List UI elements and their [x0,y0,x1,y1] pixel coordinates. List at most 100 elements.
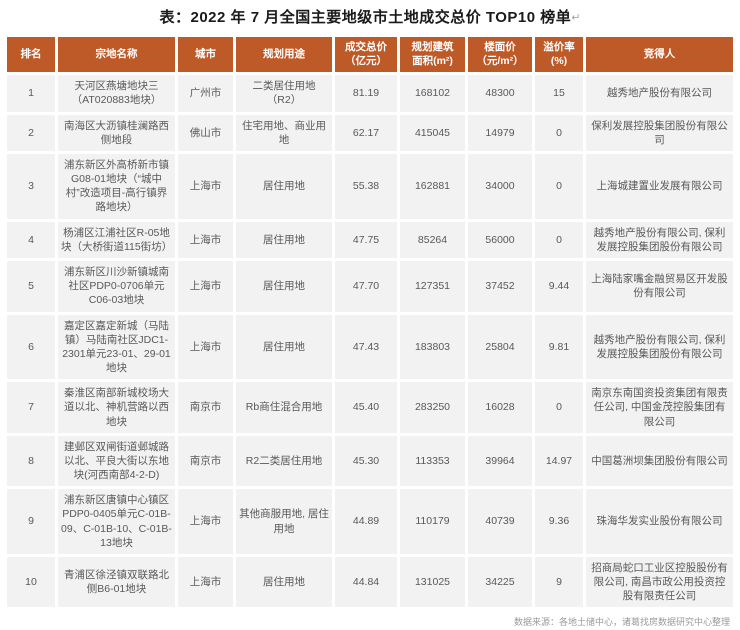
table-row: 4 杨浦区江浦社区R-05地块（大桥街道115街坊） 上海市 居住用地 47.75 852… [7,221,733,258]
table-body: 1 天河区燕塘地块三（AT020883地块） 广州市 二类居住用地（R2） 81.19 1… [7,75,733,608]
cell-rank: 9 [7,489,55,554]
cell-winner: 越秀地产股份有限公司 [586,75,733,112]
cell-premium-rate: 0 [535,114,583,151]
table-row: 2 南海区大沥镇桂澜路西侧地段 佛山市 住宅用地、商业用地 62.17 415045 149… [7,114,733,151]
cell-winner: 越秀地产股份有限公司, 保利发展控股集团股份有限公司 [586,314,733,380]
cell-city: 南京市 [178,382,233,433]
cell-parcel-name: 杨浦区江浦社区R-05地块（大桥街道115街坊） [58,221,175,258]
cell-floor-price: 40739 [468,489,532,554]
column-header-parcel-name: 宗地名称 [58,37,175,73]
cell-floor-price: 34225 [468,556,532,608]
cell-planned-use: 居住用地 [236,556,332,608]
cell-planned-area: 110179 [400,489,465,554]
cell-floor-price: 34000 [468,153,532,219]
cell-planned-use: Rb商住混合用地 [236,382,332,433]
cell-city: 佛山市 [178,114,233,151]
table-row: 6 嘉定区嘉定新城（马陆镇）马陆南社区JDC1-2301单元23-01、29-01… [7,314,733,380]
title-bar: 表：2022 年 7 月全国主要地级市土地成交总价 TOP10 榜单↵ [0,0,740,30]
cell-rank: 6 [7,314,55,380]
cell-city: 上海市 [178,314,233,380]
cell-rank: 10 [7,556,55,608]
cell-floor-price: 56000 [468,221,532,258]
cell-city: 上海市 [178,221,233,258]
cell-floor-price: 14979 [468,114,532,151]
table-row: 9 浦东新区唐镇中心镇区PDP0-0405单元C-01B-09、C-01B-10、… [7,489,733,554]
cell-planned-use: 居住用地 [236,153,332,219]
column-header-rank: 排名 [7,37,55,73]
column-header-planned-use: 规划用途 [236,37,332,73]
cell-rank: 4 [7,221,55,258]
table-row: 5 浦东新区川沙新镇城南社区PDP0-0706单元C06-03地块 上海市 居住用地 4… [7,261,733,312]
cell-city: 上海市 [178,489,233,554]
cell-rank: 1 [7,75,55,112]
cell-premium-rate: 14.97 [535,435,583,487]
cell-planned-use: 二类居住用地（R2） [236,75,332,112]
cell-planned-area: 113353 [400,435,465,487]
cell-planned-area: 127351 [400,261,465,312]
cell-floor-price: 39964 [468,435,532,487]
table-row: 1 天河区燕塘地块三（AT020883地块） 广州市 二类居住用地（R2） 81.19 1… [7,75,733,112]
cell-planned-use: 居住用地 [236,314,332,380]
cell-floor-price: 25804 [468,314,532,380]
cell-total-price: 47.75 [335,221,397,258]
cell-city: 广州市 [178,75,233,112]
cell-winner: 保利发展控股集团股份有限公司 [586,114,733,151]
cell-total-price: 44.89 [335,489,397,554]
column-header-city: 城市 [178,37,233,73]
cell-rank: 8 [7,435,55,487]
cell-premium-rate: 9.36 [535,489,583,554]
data-source-note: 数据来源：各地土储中心，诸葛找房数据研究中心整理 [513,617,730,628]
cell-premium-rate: 0 [535,153,583,219]
cell-parcel-name: 建邺区双闸街道邺城路以北、平良大街以东地块(河西南部4-2-D) [58,435,175,487]
cell-parcel-name: 浦东新区外高桥新市镇G08-01地块（“城中村”改造项目-高行镇界路地块） [58,153,175,219]
cell-total-price: 44.84 [335,556,397,608]
cell-parcel-name: 青浦区徐泾镇双联路北侧B6-01地块 [58,556,175,608]
cell-planned-area: 415045 [400,114,465,151]
cell-winner: 中国葛洲坝集团股份有限公司 [586,435,733,487]
cell-floor-price: 37452 [468,261,532,312]
cell-floor-price: 16028 [468,382,532,433]
cell-city: 上海市 [178,556,233,608]
cell-winner: 上海城建置业发展有限公司 [586,153,733,219]
cell-winner: 越秀地产股份有限公司, 保利发展控股集团股份有限公司 [586,221,733,258]
cell-planned-use: 住宅用地、商业用地 [236,114,332,151]
cell-rank: 3 [7,153,55,219]
cell-total-price: 47.70 [335,261,397,312]
cell-planned-area: 283250 [400,382,465,433]
cell-planned-use: R2二类居住用地 [236,435,332,487]
cell-total-price: 81.19 [335,75,397,112]
footer: 数据来源：各地土储中心，诸葛找房数据研究中心整理 [0,610,740,630]
cell-premium-rate: 0 [535,221,583,258]
column-header-planned-area: 规划建筑 面积(m²) [400,37,465,73]
cell-planned-use: 居住用地 [236,221,332,258]
cell-parcel-name: 秦淮区南部新城校场大道以北、神机营路以西地块 [58,382,175,433]
cell-parcel-name: 浦东新区川沙新镇城南社区PDP0-0706单元C06-03地块 [58,261,175,312]
table-row: 3 浦东新区外高桥新市镇G08-01地块（“城中村”改造项目-高行镇界路地块） 上海… [7,153,733,219]
cell-winner: 南京东南国资投资集团有限责任公司, 中国金茂控股集团有限公司 [586,382,733,433]
cell-planned-use: 其他商服用地, 居住用地 [236,489,332,554]
cell-premium-rate: 9.81 [535,314,583,380]
cell-floor-price: 48300 [468,75,532,112]
cell-winner: 珠海华发实业股份有限公司 [586,489,733,554]
paragraph-return-icon: ↵ [571,12,581,24]
cell-planned-area: 183803 [400,314,465,380]
cell-total-price: 45.40 [335,382,397,433]
cell-total-price: 55.38 [335,153,397,219]
cell-parcel-name: 嘉定区嘉定新城（马陆镇）马陆南社区JDC1-2301单元23-01、29-01地… [58,314,175,380]
cell-rank: 7 [7,382,55,433]
cell-planned-area: 168102 [400,75,465,112]
cell-parcel-name: 南海区大沥镇桂澜路西侧地段 [58,114,175,151]
cell-winner: 招商局蛇口工业区控股股份有限公司, 南昌市政公用投资控股有限责任公司 [586,556,733,608]
cell-city: 上海市 [178,153,233,219]
cell-parcel-name: 天河区燕塘地块三（AT020883地块） [58,75,175,112]
cell-total-price: 47.43 [335,314,397,380]
column-header-total-price: 成交总价 （亿元） [335,37,397,73]
cell-planned-area: 162881 [400,153,465,219]
cell-parcel-name: 浦东新区唐镇中心镇区PDP0-0405单元C-01B-09、C-01B-10、C… [58,489,175,554]
cell-total-price: 45.30 [335,435,397,487]
table-row: 8 建邺区双闸街道邺城路以北、平良大街以东地块(河西南部4-2-D) 南京市 R2二类… [7,435,733,487]
page-title: 表：2022 年 7 月全国主要地级市土地成交总价 TOP10 榜单 [159,9,572,26]
cell-premium-rate: 9.44 [535,261,583,312]
cell-rank: 5 [7,261,55,312]
cell-premium-rate: 9 [535,556,583,608]
